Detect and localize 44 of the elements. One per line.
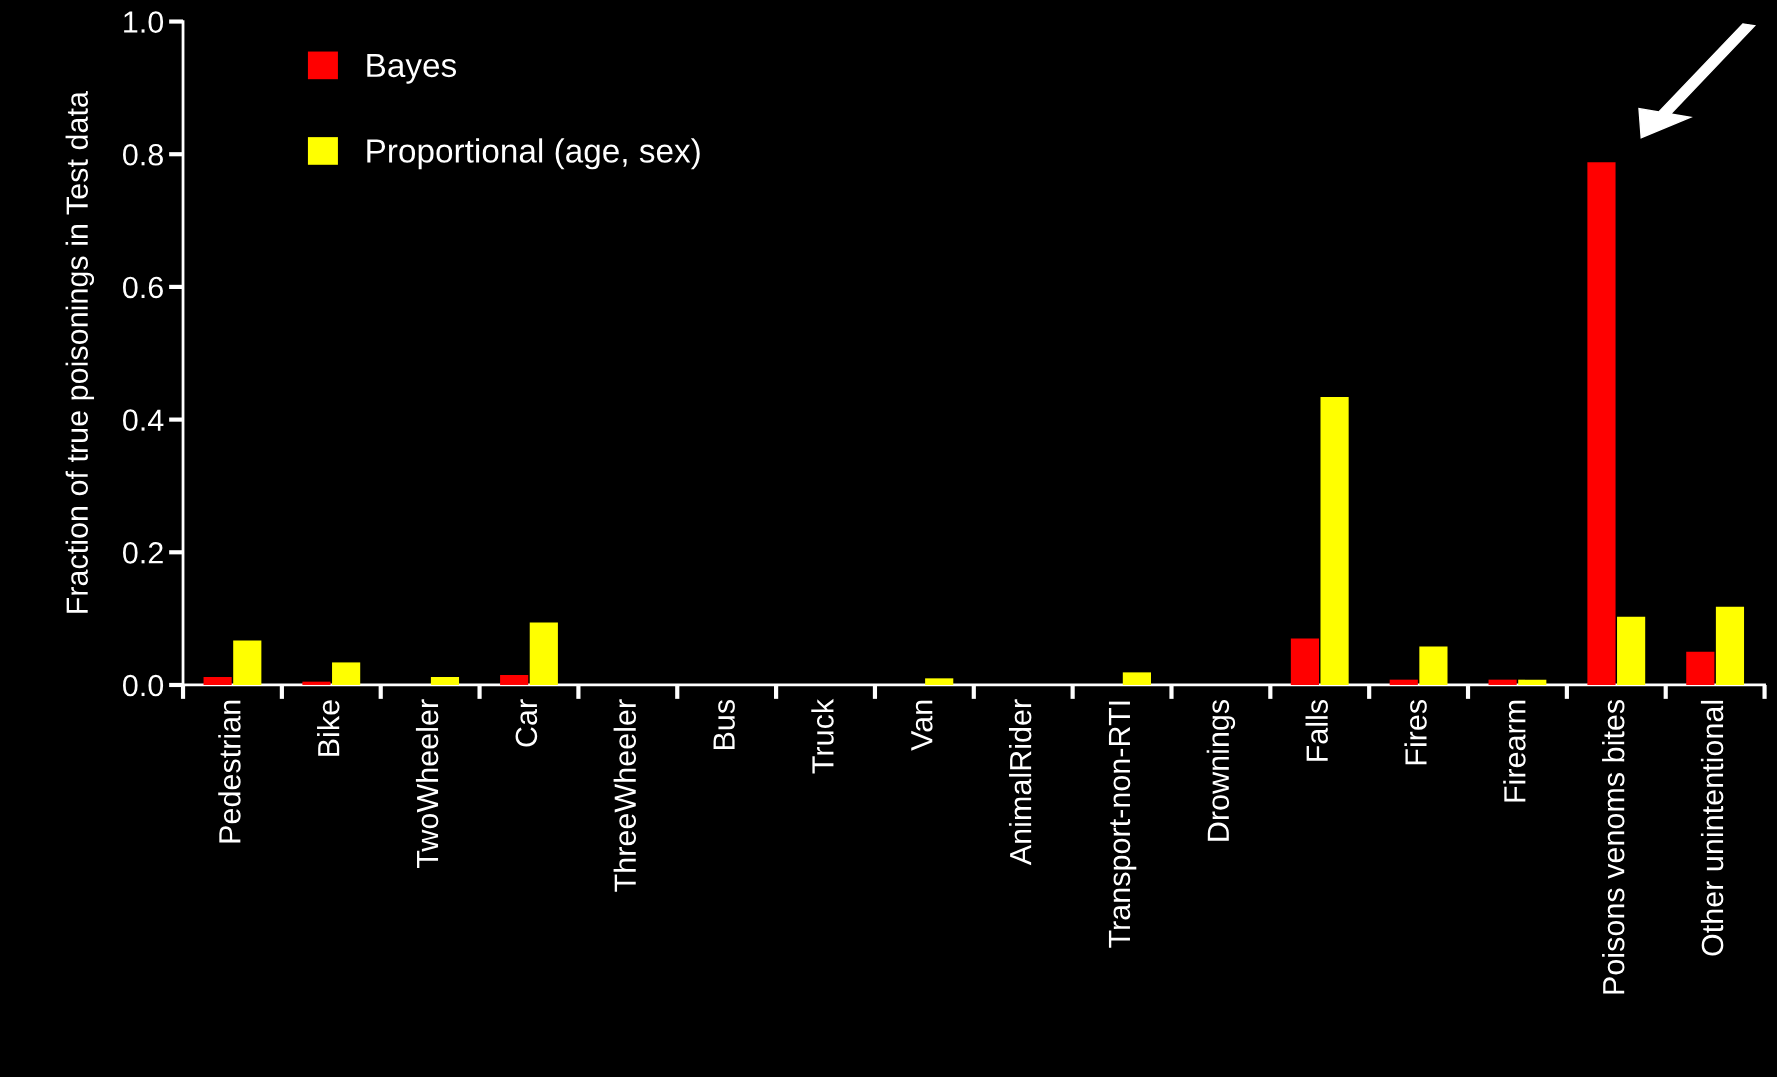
legend-label: Bayes [367, 53, 457, 84]
y-tick-label: 0.2 [123, 542, 163, 564]
bar [1617, 616, 1646, 685]
x-tick-label: Bus [713, 699, 735, 750]
x-tick-label: Pedestrian [218, 700, 241, 843]
y-tick-label: 1.0 [124, 11, 164, 33]
bar [1290, 638, 1320, 685]
bar [233, 640, 262, 685]
x-tick-label: Fires [1404, 699, 1427, 765]
x-tick-label: Poisons venoms bites [1602, 699, 1625, 994]
x-tick-label: TwoWheeler [415, 699, 439, 868]
bar [1587, 162, 1616, 685]
y-tick-label: 0.0 [123, 674, 164, 697]
y-axis-title: Fraction of true poisonings in Test data [65, 91, 95, 613]
bar [529, 622, 558, 685]
x-tick-label: ThreeWheeler [613, 699, 637, 892]
bar [302, 681, 331, 685]
bar [925, 678, 954, 685]
bar [1419, 646, 1448, 685]
x-tick-label: Falls [1305, 699, 1328, 761]
bar [1122, 672, 1151, 685]
x-tick-label: Truck [811, 698, 834, 774]
bar [1518, 679, 1547, 685]
bar [203, 677, 232, 685]
x-tick-label: Drownings [1206, 699, 1236, 841]
bar [1686, 651, 1715, 685]
legend-label: Proportional (age, sex) [367, 138, 700, 170]
x-tick-label: Van [911, 700, 933, 751]
bar [1389, 679, 1418, 685]
y-tick-label: 0.6 [123, 276, 163, 299]
bar [1715, 606, 1745, 685]
x-tick-label: Car [515, 699, 538, 747]
bar [500, 675, 529, 685]
x-tick-label: Transport-non-RTI [1108, 701, 1137, 948]
bar [1488, 679, 1517, 685]
y-tick-label: 0.8 [123, 143, 163, 166]
y-tick-label: 0.4 [123, 409, 164, 431]
bar [430, 677, 460, 685]
x-tick-label: AnimalRider [1008, 699, 1032, 866]
x-tick-label: Firearm [1503, 700, 1526, 802]
x-tick-label: Bike [317, 700, 340, 756]
bar [1320, 397, 1349, 685]
bar [332, 662, 361, 685]
x-tick-label: Other unintentional [1700, 700, 1724, 956]
